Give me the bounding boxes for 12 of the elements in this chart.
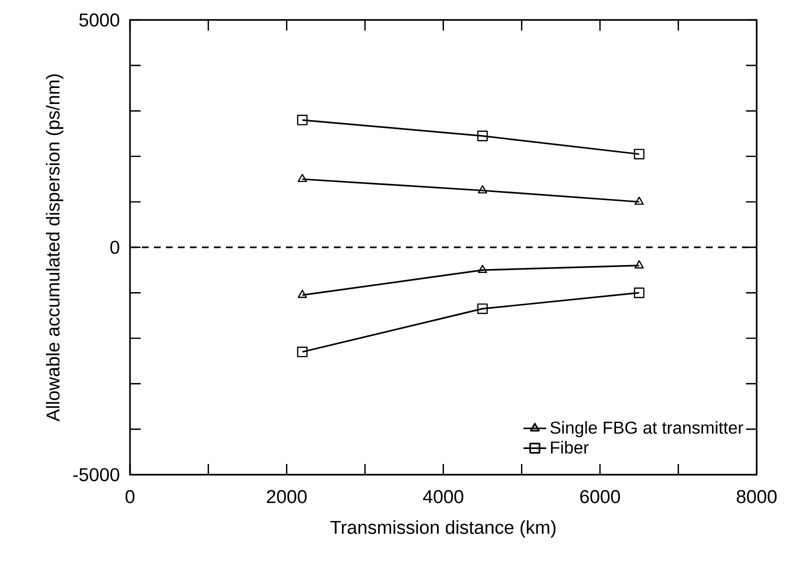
x-tick-label: 6000: [580, 490, 620, 504]
x-tick-label: 2000: [266, 490, 307, 504]
y-axis-title: Allowable accumulated dispersion (ps/nm): [46, 74, 64, 422]
x-axis-title: Transmission distance (km): [330, 520, 556, 538]
x-tick-label: 8000: [736, 490, 777, 504]
legend-label: Single FBG at transmitter: [550, 421, 744, 438]
y-tick-label: -5000: [73, 468, 120, 482]
x-tick-label: 4000: [423, 490, 464, 504]
y-tick-label: 5000: [79, 13, 120, 27]
y-tick-label: 0: [110, 240, 120, 254]
legend-label: Fiber: [551, 440, 589, 454]
x-tick-label: 0: [126, 490, 134, 504]
